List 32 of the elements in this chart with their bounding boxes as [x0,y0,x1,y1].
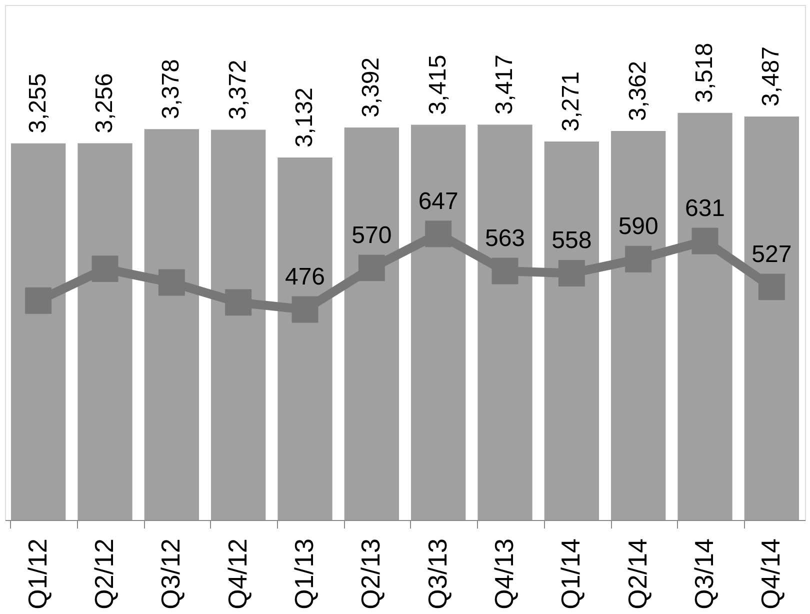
data-label: 590 [618,213,658,240]
data-label: 3,132 [291,87,318,148]
data-label: 647 [418,188,458,215]
x-tick-label: Q2/13 [356,538,386,610]
data-label: 3,392 [358,57,385,118]
x-tick-label: Q4/12 [222,538,252,610]
data-label: 3,417 [491,54,518,115]
x-tick-label: Q2/14 [622,538,652,610]
data-label: 476 [284,264,326,291]
data-label: 3,518 [691,42,718,103]
x-tick-label: Q2/12 [89,538,119,610]
x-tick-label: Q4/14 [756,538,786,610]
x-tick-label: Q4/13 [489,538,519,610]
data-label: 631 [684,194,726,222]
x-tick-label: Q1/12 [22,538,52,610]
x-tick-label: Q3/13 [422,538,452,610]
x-tick-label: Q3/12 [156,538,186,610]
x-tick-label: Q3/14 [689,538,719,610]
data-label: 563 [484,225,526,252]
data-label: 3,256 [91,73,118,134]
data-label: 3,271 [558,71,585,132]
data-label: 3,362 [624,60,652,121]
data-label: 3,378 [158,59,185,120]
data-label: 527 [752,240,792,268]
data-label: 3,255 [24,73,52,134]
x-tick-label: Q1/14 [556,538,586,610]
x-tick-label: Q1/13 [289,538,319,610]
data-label: 3,415 [424,54,452,115]
data-label: 570 [352,222,392,249]
data-label: 3,487 [758,46,785,106]
data-label: 3,372 [224,60,252,120]
data-label: 558 [552,227,592,254]
